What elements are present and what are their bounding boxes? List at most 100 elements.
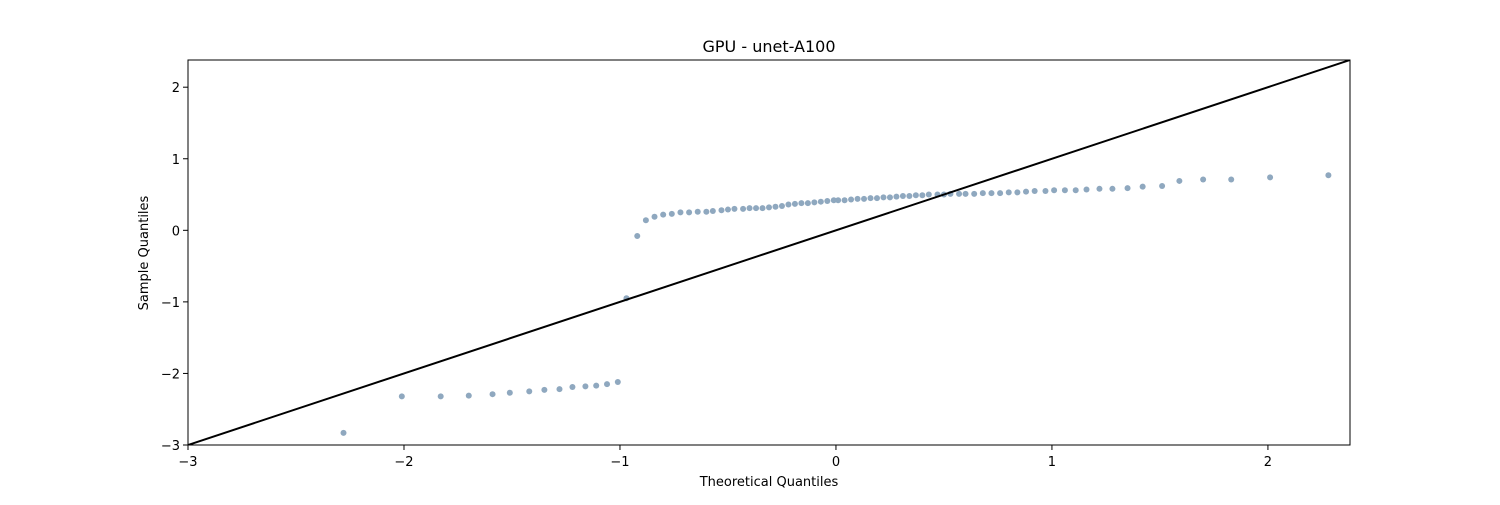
data-point xyxy=(841,197,848,204)
plot-frame xyxy=(187,59,1351,446)
data-point xyxy=(677,209,684,216)
data-point xyxy=(956,190,963,197)
x-tick-label: 2 xyxy=(1264,455,1272,470)
data-point xyxy=(437,393,444,400)
data-point xyxy=(1228,176,1235,183)
data-point xyxy=(830,197,837,204)
data-point xyxy=(1159,182,1166,189)
data-point xyxy=(660,211,667,218)
data-point xyxy=(642,217,649,224)
data-point xyxy=(703,208,710,215)
data-point xyxy=(614,379,621,386)
data-point xyxy=(1023,188,1030,195)
data-point xyxy=(731,205,738,212)
data-point xyxy=(718,207,725,214)
data-point xyxy=(778,202,785,209)
data-point xyxy=(804,200,811,207)
data-point xyxy=(1083,186,1090,193)
data-point xyxy=(1042,187,1049,194)
data-point xyxy=(668,210,675,217)
data-point xyxy=(919,192,926,199)
data-point xyxy=(848,196,855,203)
data-point xyxy=(1061,187,1068,194)
data-point xyxy=(506,389,513,396)
y-axis-label: Sample Quantiles xyxy=(137,195,152,310)
data-point xyxy=(740,205,747,212)
y-axis: −3 −2 −1 0 1 2 xyxy=(161,81,188,454)
data-point xyxy=(893,193,900,200)
data-point xyxy=(593,382,600,389)
y-tick-label: −2 xyxy=(161,367,180,382)
x-tick-label: 0 xyxy=(832,455,840,470)
x-tick-label: −1 xyxy=(610,455,629,470)
data-point xyxy=(811,199,818,206)
data-point xyxy=(854,195,861,202)
data-point xyxy=(912,192,919,199)
data-point xyxy=(791,200,798,207)
data-point xyxy=(569,384,576,391)
data-point xyxy=(899,192,906,199)
y-tick-label: −3 xyxy=(161,439,180,454)
data-point xyxy=(1109,185,1116,192)
data-point xyxy=(1031,187,1038,194)
data-point xyxy=(1325,172,1332,179)
x-axis-label: Theoretical Quantiles xyxy=(699,475,839,490)
data-point xyxy=(582,383,589,390)
data-point xyxy=(465,392,472,399)
data-point xyxy=(988,190,995,197)
y-tick-label: 2 xyxy=(172,81,180,96)
data-point xyxy=(604,381,611,388)
data-point xyxy=(634,233,641,240)
x-axis: −3 −2 −1 0 1 2 xyxy=(178,445,1272,470)
data-point xyxy=(724,206,731,213)
data-point xyxy=(979,190,986,197)
data-point xyxy=(759,205,766,212)
data-point xyxy=(686,209,693,216)
data-point xyxy=(886,194,893,201)
y-tick-label: −1 xyxy=(161,296,180,311)
data-point xyxy=(753,205,760,212)
y-tick-label: 0 xyxy=(172,224,180,239)
data-point xyxy=(1072,187,1079,194)
plot-area xyxy=(188,60,1350,445)
data-point xyxy=(880,194,887,201)
data-point xyxy=(556,386,563,393)
data-point xyxy=(962,190,969,197)
data-point xyxy=(340,429,347,436)
x-tick-label: 1 xyxy=(1048,455,1056,470)
data-point xyxy=(785,201,792,208)
data-point xyxy=(1200,176,1207,183)
data-point xyxy=(694,208,701,215)
data-point xyxy=(971,190,978,197)
data-point xyxy=(526,388,533,395)
data-point xyxy=(398,393,405,400)
data-point xyxy=(766,204,772,211)
data-point xyxy=(867,195,874,202)
data-point xyxy=(798,200,805,207)
data-point xyxy=(1096,185,1103,192)
data-point xyxy=(541,386,548,393)
data-point xyxy=(1051,187,1058,194)
reference-line xyxy=(188,60,1350,445)
data-point xyxy=(1014,189,1021,196)
data-point xyxy=(861,195,868,202)
data-point xyxy=(709,207,716,214)
data-point xyxy=(873,195,880,202)
data-point xyxy=(746,205,753,212)
data-point xyxy=(997,190,1004,197)
data-point xyxy=(817,198,824,205)
data-point xyxy=(824,197,831,204)
data-point xyxy=(1176,177,1183,184)
data-point xyxy=(1139,183,1146,190)
data-point xyxy=(772,203,779,210)
y-tick-label: 1 xyxy=(172,153,180,168)
x-tick-label: −3 xyxy=(178,455,197,470)
data-point xyxy=(1124,185,1131,192)
data-point xyxy=(489,391,496,398)
data-point xyxy=(651,213,658,220)
chart-title: GPU - unet-A100 xyxy=(702,37,835,56)
data-point xyxy=(1005,189,1012,196)
data-point xyxy=(906,192,913,199)
